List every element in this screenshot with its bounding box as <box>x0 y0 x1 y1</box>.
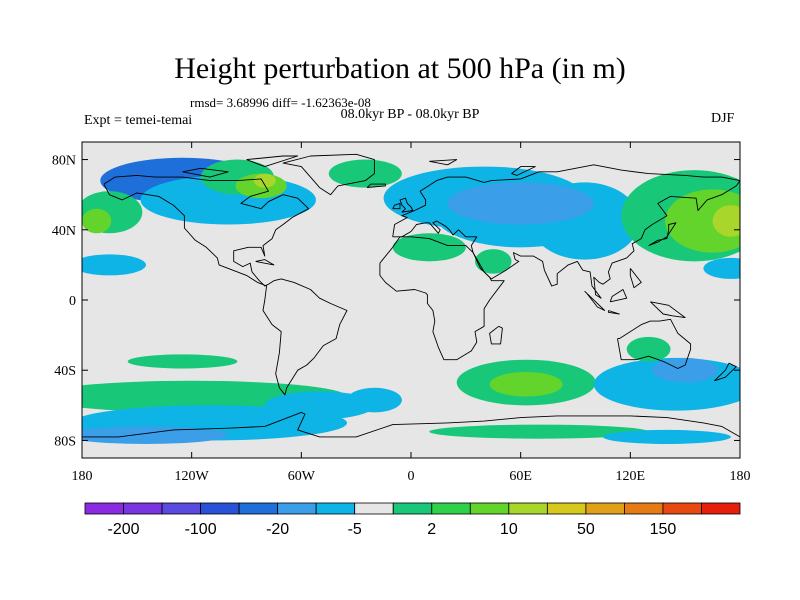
statistics-text: rmsd= 3.68996 diff= -1.62363e-08 <box>190 95 371 110</box>
colorbar-swatch <box>546 502 587 515</box>
colorbar-swatch <box>662 502 702 515</box>
anomaly-region <box>253 173 276 188</box>
colorbar-swatch <box>161 502 201 515</box>
coastline <box>607 310 620 315</box>
anomaly-region <box>626 336 671 362</box>
colorbar-swatch <box>123 502 163 515</box>
anomaly-region <box>328 159 402 188</box>
colorbar-swatch <box>508 502 548 515</box>
colorbar-swatch <box>238 502 279 515</box>
colorbar: -200 -100 -20 -5 2 10 50 150 <box>84 502 741 538</box>
coastline <box>489 325 503 345</box>
coastline <box>392 164 740 299</box>
coastline <box>255 259 275 266</box>
coastline <box>103 174 348 396</box>
coastline <box>650 301 686 319</box>
anomaly-region <box>82 254 146 276</box>
y-tick-label: 0 <box>69 294 76 309</box>
anomaly-region <box>429 424 649 439</box>
anomaly-region <box>82 208 112 234</box>
season-label: DJF <box>711 111 735 126</box>
anomaly-fields <box>82 157 740 444</box>
experiment-label: Expt = temei-temai <box>84 113 193 128</box>
colorbar-swatch <box>84 502 124 515</box>
x-tick-label: 0 <box>408 469 415 484</box>
colorbar-swatch <box>315 502 356 515</box>
anomaly-region <box>82 426 229 444</box>
colorbar-swatch <box>392 502 433 515</box>
coastline <box>429 159 458 166</box>
coastline <box>617 318 692 369</box>
period-label: 08.0kyr BP - 08.0kyr BP <box>340 107 480 122</box>
colorbar-label: -200 <box>108 521 140 538</box>
colorbar-swatch <box>585 502 625 515</box>
map-title: Height perturbation at 500 hPa (in m) <box>174 52 626 85</box>
x-tick-label: 60W <box>288 469 316 484</box>
coastline <box>714 362 737 382</box>
x-tick-label: 60E <box>509 469 532 484</box>
colorbar-swatch <box>701 502 741 515</box>
y-tick-label: 40S <box>54 364 76 379</box>
coastline <box>392 202 401 210</box>
colorbar-label: 2 <box>427 521 436 538</box>
y-tick-label: 80S <box>54 434 76 449</box>
anomaly-region <box>652 357 719 383</box>
coastline <box>246 155 299 168</box>
coastline <box>648 222 677 247</box>
anomaly-region <box>665 189 740 253</box>
coastline <box>399 197 414 213</box>
colorbar-label: -5 <box>348 521 362 538</box>
anomaly-region <box>447 182 594 225</box>
x-tick-label: 180 <box>730 469 751 484</box>
coastline <box>629 268 642 289</box>
colorbar-swatch <box>354 502 394 515</box>
axis-ticks: 180 120W 60W 0 60E 120E 180 80N 40N 0 40S 80S <box>52 142 751 484</box>
coastline <box>584 290 606 311</box>
colorbar-label: 150 <box>650 521 677 538</box>
x-tick-label: 120W <box>175 469 210 484</box>
anomaly-region <box>127 354 238 369</box>
colorbar-swatch <box>624 502 664 515</box>
coastline <box>379 236 505 361</box>
anomaly-region <box>712 205 740 237</box>
anomaly-region <box>602 429 731 444</box>
colorbar-label: 50 <box>577 521 595 538</box>
coastline <box>182 167 229 178</box>
anomaly-region <box>392 233 466 262</box>
y-tick-label: 80N <box>52 154 76 169</box>
colorbar-swatch <box>200 502 240 515</box>
anomaly-region <box>347 387 402 413</box>
colorbar-label: -100 <box>185 521 217 538</box>
colorbar-swatch <box>277 502 317 515</box>
anomaly-region <box>489 371 563 397</box>
anomaly-region <box>264 391 375 420</box>
coastline <box>609 289 628 303</box>
y-tick-label: 40N <box>52 224 76 239</box>
colorbar-label: -20 <box>266 521 289 538</box>
anomaly-region <box>703 257 740 279</box>
x-tick-label: 180 <box>72 469 93 484</box>
colorbar-swatch <box>431 502 471 515</box>
anomaly-region <box>474 249 512 274</box>
colorbar-swatch <box>469 502 510 515</box>
colorbar-label: 10 <box>500 521 518 538</box>
coastline <box>511 166 536 176</box>
coastlines <box>82 153 740 438</box>
x-tick-label: 120E <box>616 469 646 484</box>
coastline <box>282 153 375 196</box>
coastline <box>366 183 386 189</box>
coastline <box>82 411 740 438</box>
